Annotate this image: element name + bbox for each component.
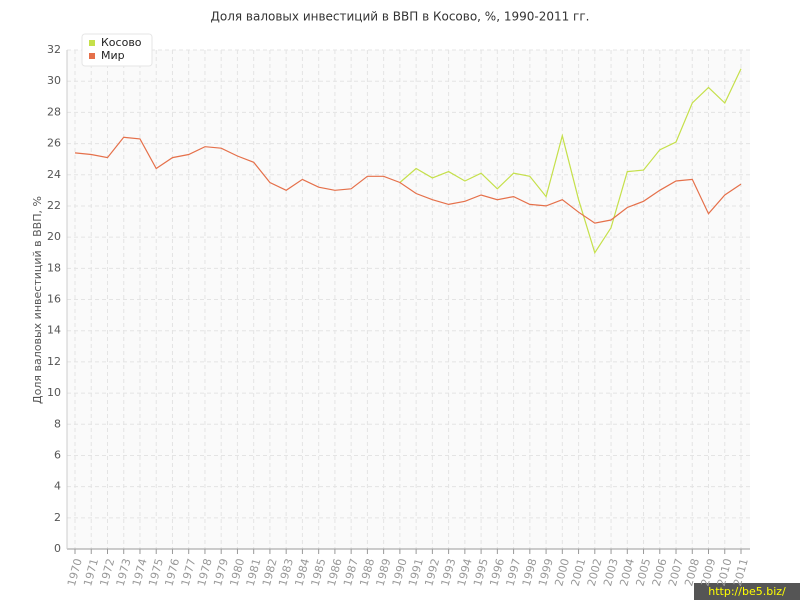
y-axis-label: Доля валовых инвестиций в ВВП, % [31,196,44,404]
legend-label: Косово [101,36,142,49]
y-tick-label: 22 [47,199,61,212]
y-tick-label: 24 [47,168,61,181]
y-tick-label: 16 [47,293,61,306]
y-tick-label: 2 [54,511,61,524]
y-tick-label: 26 [47,137,61,150]
y-tick-label: 18 [47,261,61,274]
y-tick-label: 28 [47,105,61,118]
y-tick-label: 14 [47,324,61,337]
y-tick-label: 30 [47,74,61,87]
y-tick-label: 12 [47,355,61,368]
watermark-bg [694,583,800,600]
y-tick-label: 20 [47,230,61,243]
chart-title: Доля валовых инвестиций в ВВП в Косово, … [211,10,590,24]
y-tick-label: 32 [47,43,61,56]
series-line [74,136,742,224]
legend-box [81,33,153,67]
y-tick-label: 4 [54,480,61,493]
legend-swatch [89,40,95,46]
series-line [399,68,742,255]
legend-swatch [89,53,95,59]
y-tick-label: 10 [47,386,61,399]
y-tick-label: 0 [54,542,61,555]
y-tick-label: 8 [54,417,61,430]
y-tick-label: 6 [54,448,61,461]
plot-area [67,50,750,549]
legend-label: Мир [101,49,125,62]
watermark: http://be5.biz/ [708,585,786,598]
